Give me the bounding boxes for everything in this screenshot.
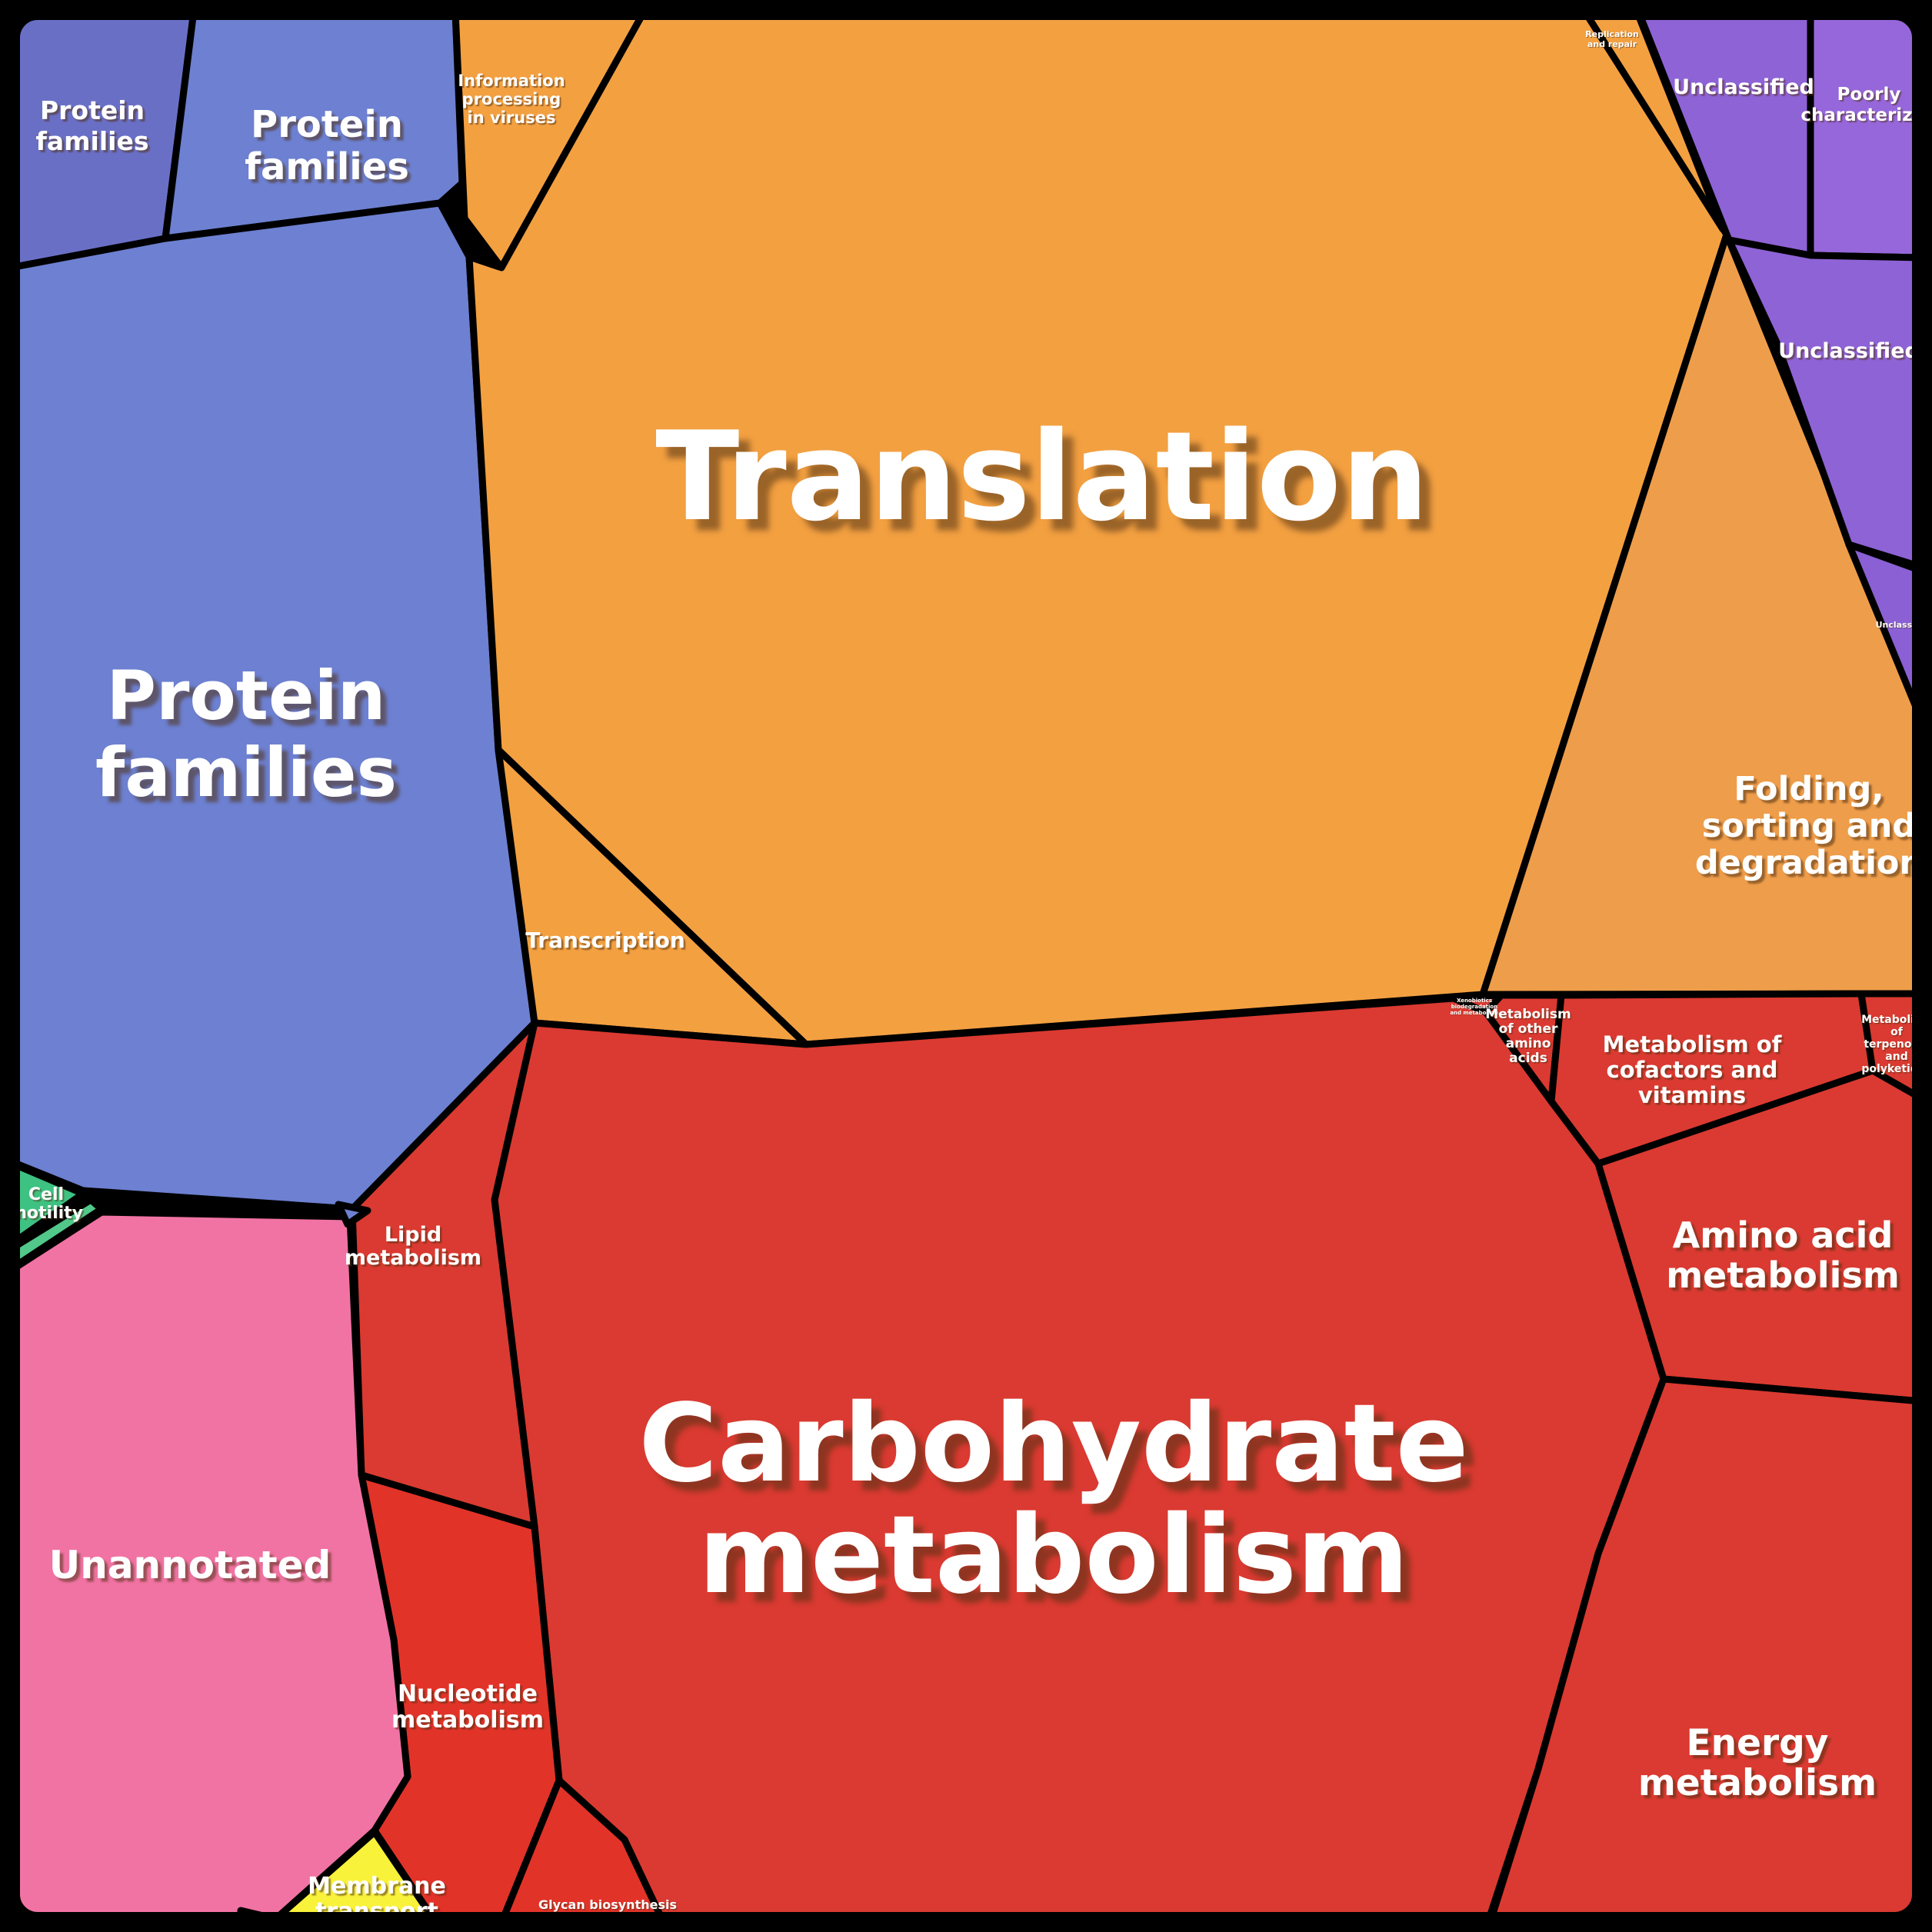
region-label-unclassified-top: Unclassified [1673,75,1814,99]
region-label-information-processing-in-viruses: Information processing in viruses [458,72,565,127]
region-label-amino-acid-metabolism: Amino acid metabolism [1666,1214,1900,1296]
region-label-cell-motility: Cell motility [9,1185,83,1223]
region-label-poorly-characterized: Poorly characterized [1800,85,1932,125]
region-label-unclassified-mid: Unclassified [1778,339,1920,363]
region-label-carbohydrate-metabolism: Carbohydrate metabolism [638,1381,1468,1618]
region-label-protein-families-main: Protein families [95,656,397,812]
region-poorly-characterized [1807,7,1925,261]
region-label-xenobiotics-biodegradation-and-metabolism: Xenobiotics biodegradation and metabolism [1450,998,1498,1016]
region-protein-families-sliver [335,1201,371,1228]
region-label-transcription: Transcription [525,928,685,953]
region-label-folding-sorting-and-degradation: Folding, sorting and degradation [1695,770,1923,882]
region-label-energy-metabolism: Energy metabolism [1638,1722,1877,1804]
region-label-nucleotide-metabolism: Nucleotide metabolism [391,1681,544,1734]
region-label-translation: Translation [655,405,1429,548]
region-label-replication-and-repair: Replication and repair [1585,29,1639,49]
region-label-lipid-metabolism: Lipid metabolism [345,1223,481,1270]
region-label-protein-families-1: Protein families [36,95,149,156]
region-label-protein-families-2: Protein families [245,103,409,188]
region-label-metabolism-of-cofactors-and-vitamins: Metabolism of cofactors and vitamins [1603,1031,1782,1108]
region-label-metabolism-of-other-amino-acids: Metabolism of other amino acids [1485,1007,1571,1066]
region-label-unannotated: Unannotated [49,1543,331,1587]
